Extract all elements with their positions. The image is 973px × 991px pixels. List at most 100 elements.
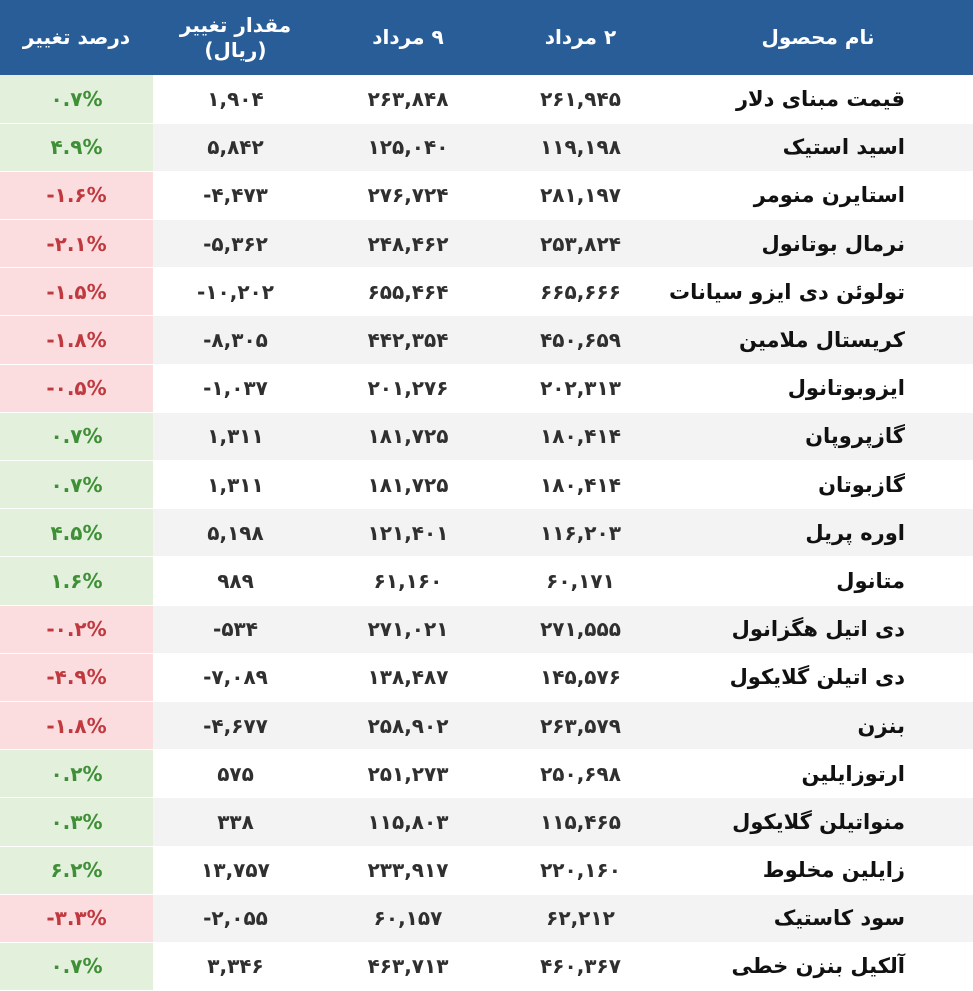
table-row: گازپروپان ۱۸۰,۴۱۴ ۱۸۱,۷۲۵ ۱,۳۱۱ ۰.۷% [0, 412, 973, 462]
change-amount: ۱,۹۰۴ [153, 75, 318, 124]
change-amount: -۵۳۴ [153, 605, 318, 654]
price-aug9: ۱۲۵,۰۴۰ [318, 123, 498, 172]
change-amount: -۲,۰۵۵ [153, 894, 318, 943]
change-amount: ۵,۱۹۸ [153, 508, 318, 558]
change-amount: ۱۳,۷۵۷ [153, 846, 318, 895]
product-name: استایرن منومر [663, 171, 973, 221]
product-name: قیمت مبنای دلار [663, 75, 973, 124]
change-percent: -۰.۲% [0, 605, 153, 654]
table-row: زایلین مخلوط ۲۲۰,۱۶۰ ۲۳۳,۹۱۷ ۱۳,۷۵۷ ۶.۲% [0, 846, 973, 895]
price-aug9: ۲۵۸,۹۰۲ [318, 701, 498, 751]
change-amount: ۹۸۹ [153, 556, 318, 606]
change-percent: -۱.۸% [0, 701, 153, 751]
table-row: متانول ۶۰,۱۷۱ ۶۱,۱۶۰ ۹۸۹ ۱.۶% [0, 556, 973, 606]
change-amount: ۵۷۵ [153, 749, 318, 799]
price-aug9: ۲۵۱,۲۷۳ [318, 749, 498, 799]
table-row: اوره پریل ۱۱۶,۲۰۳ ۱۲۱,۴۰۱ ۵,۱۹۸ ۴.۵% [0, 508, 973, 558]
product-name: آلکیل بنزن خطی [663, 942, 973, 991]
price-aug2: ۲۸۱,۱۹۷ [498, 171, 663, 221]
price-aug9: ۱۱۵,۸۰۳ [318, 797, 498, 847]
product-name: دی اتیل هگزانول [663, 605, 973, 654]
product-name: دی اتیلن گلایکول [663, 653, 973, 702]
change-percent: ۴.۹% [0, 123, 153, 172]
product-name: سود کاستیک [663, 894, 973, 943]
product-name: ارتوزایلین [663, 749, 973, 799]
product-name: نرمال بوتانول [663, 219, 973, 269]
product-name: بنزن [663, 701, 973, 751]
price-aug2: ۲۲۰,۱۶۰ [498, 846, 663, 895]
change-percent: ۶.۲% [0, 846, 153, 895]
price-aug9: ۴۶۳,۷۱۳ [318, 942, 498, 991]
price-aug9: ۱۲۱,۴۰۱ [318, 508, 498, 558]
table-row: اسید استیک ۱۱۹,۱۹۸ ۱۲۵,۰۴۰ ۵,۸۴۲ ۴.۹% [0, 123, 973, 172]
change-amount: -۱,۰۳۷ [153, 364, 318, 413]
price-aug2: ۱۱۶,۲۰۳ [498, 508, 663, 558]
change-percent: ۰.۳% [0, 797, 153, 847]
price-aug2: ۴۵۰,۶۵۹ [498, 315, 663, 365]
price-aug2: ۲۵۳,۸۲۴ [498, 219, 663, 269]
change-percent: ۰.۷% [0, 942, 153, 991]
price-aug2: ۲۵۰,۶۹۸ [498, 749, 663, 799]
change-percent: ۱.۶% [0, 556, 153, 606]
change-percent: -۴.۹% [0, 653, 153, 702]
change-percent: -۱.۶% [0, 171, 153, 221]
price-aug9: ۴۴۲,۳۵۴ [318, 315, 498, 365]
product-name: کریستال ملامین [663, 315, 973, 365]
table-row: ارتوزایلین ۲۵۰,۶۹۸ ۲۵۱,۲۷۳ ۵۷۵ ۰.۲% [0, 749, 973, 799]
header-change-percent: درصد تغییر [0, 0, 153, 75]
price-aug9: ۱۸۱,۷۲۵ [318, 412, 498, 462]
change-amount: ۵,۸۴۲ [153, 123, 318, 172]
change-percent: ۰.۷% [0, 412, 153, 462]
header-aug9: ۹ مرداد [318, 0, 498, 75]
table-row: کریستال ملامین ۴۵۰,۶۵۹ ۴۴۲,۳۵۴ -۸,۳۰۵ -۱.۸% [0, 315, 973, 365]
header-row: نام محصول ۲ مرداد ۹ مرداد مقدار تغییر (ر… [0, 0, 973, 75]
price-aug2: ۲۶۱,۹۴۵ [498, 75, 663, 124]
header-change-amount: مقدار تغییر (ریال) [153, 0, 318, 75]
change-amount: ۱,۳۱۱ [153, 412, 318, 462]
price-aug2: ۲۶۳,۵۷۹ [498, 701, 663, 751]
change-amount: -۷,۰۸۹ [153, 653, 318, 702]
header-product-name: نام محصول [663, 0, 973, 75]
change-amount: -۴,۶۷۷ [153, 701, 318, 751]
change-amount: ۱,۳۱۱ [153, 460, 318, 510]
change-amount: -۵,۳۶۲ [153, 219, 318, 269]
change-percent: -۱.۵% [0, 267, 153, 317]
table-row: استایرن منومر ۲۸۱,۱۹۷ ۲۷۶,۷۲۴ -۴,۴۷۳ -۱.۶% [0, 171, 973, 221]
change-percent: ۰.۷% [0, 460, 153, 510]
table-row: دی اتیل هگزانول ۲۷۱,۵۵۵ ۲۷۱,۰۲۱ -۵۳۴ -۰.۲% [0, 605, 973, 654]
price-aug9: ۱۳۸,۴۸۷ [318, 653, 498, 702]
product-name: اسید استیک [663, 123, 973, 172]
price-aug9: ۲۳۳,۹۱۷ [318, 846, 498, 895]
product-name: گازبوتان [663, 460, 973, 510]
change-amount: ۳,۳۴۶ [153, 942, 318, 991]
change-percent: ۰.۲% [0, 749, 153, 799]
change-percent: ۴.۵% [0, 508, 153, 558]
price-aug2: ۴۶۰,۳۶۷ [498, 942, 663, 991]
change-percent: ۰.۷% [0, 75, 153, 124]
price-aug2: ۱۴۵,۵۷۶ [498, 653, 663, 702]
price-aug2: ۱۱۵,۴۶۵ [498, 797, 663, 847]
table-row: آلکیل بنزن خطی ۴۶۰,۳۶۷ ۴۶۳,۷۱۳ ۳,۳۴۶ ۰.۷% [0, 942, 973, 991]
product-name: گازپروپان [663, 412, 973, 462]
price-aug2: ۶۶۵,۶۶۶ [498, 267, 663, 317]
product-name: منواتیلن گلایکول [663, 797, 973, 847]
price-aug2: ۲۷۱,۵۵۵ [498, 605, 663, 654]
price-aug9: ۲۶۳,۸۴۸ [318, 75, 498, 124]
table-row: سود کاستیک ۶۲,۲۱۲ ۶۰,۱۵۷ -۲,۰۵۵ -۳.۳% [0, 894, 973, 943]
table-row: بنزن ۲۶۳,۵۷۹ ۲۵۸,۹۰۲ -۴,۶۷۷ -۱.۸% [0, 701, 973, 751]
price-aug2: ۲۰۲,۳۱۳ [498, 364, 663, 413]
price-aug9: ۶۰,۱۵۷ [318, 894, 498, 943]
table-body: قیمت مبنای دلار ۲۶۱,۹۴۵ ۲۶۳,۸۴۸ ۱,۹۰۴ ۰.۷% ا… [0, 75, 973, 991]
table-row: قیمت مبنای دلار ۲۶۱,۹۴۵ ۲۶۳,۸۴۸ ۱,۹۰۴ ۰.۷% [0, 75, 973, 124]
change-amount: -۸,۳۰۵ [153, 315, 318, 365]
table-row: نرمال بوتانول ۲۵۳,۸۲۴ ۲۴۸,۴۶۲ -۵,۳۶۲ -۲.۱% [0, 219, 973, 269]
product-name: زایلین مخلوط [663, 846, 973, 895]
price-aug9: ۲۷۱,۰۲۱ [318, 605, 498, 654]
price-aug9: ۱۸۱,۷۲۵ [318, 460, 498, 510]
price-aug2: ۱۸۰,۴۱۴ [498, 460, 663, 510]
table-row: تولوئن دی ایزو سیانات TDI۶۶۵,۶۶۶۶۵۵,۴۶۴-… [0, 267, 973, 317]
product-name: اوره پریل [663, 508, 973, 558]
change-percent: -۰.۵% [0, 364, 153, 413]
table-row: گازبوتان ۱۸۰,۴۱۴ ۱۸۱,۷۲۵ ۱,۳۱۱ ۰.۷% [0, 460, 973, 510]
change-amount: -۱۰,۲۰۲ [153, 267, 318, 317]
